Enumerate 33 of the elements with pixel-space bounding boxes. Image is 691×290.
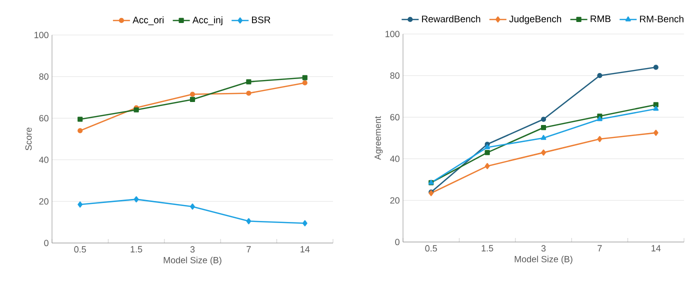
legend-label: JudgeBench: [509, 15, 562, 24]
legend-label: RMB: [590, 16, 610, 22]
y-tick-label: 100: [386, 30, 400, 38]
y-tick-label: 60: [390, 114, 400, 120]
y-tick-label: 100: [34, 32, 48, 38]
x-tick-label: 14: [300, 246, 310, 252]
y-tick-label: 80: [390, 72, 400, 79]
x-axis-title: Model Size (B): [164, 256, 222, 266]
y-tick-label: 40: [39, 156, 48, 163]
y-tick-label: 80: [39, 73, 48, 80]
legend-label: BSR: [252, 16, 270, 24]
y-tick-label: 20: [39, 198, 48, 205]
x-tick-label: 3: [190, 246, 195, 253]
x-tick-label: 0.5: [74, 246, 86, 253]
y-tick-label: 0: [44, 240, 48, 246]
x-tick-label: 3: [541, 245, 546, 252]
y-tick-label: 20: [390, 197, 400, 204]
x-axis-title: Model Size (B): [514, 256, 572, 264]
y-tick-label: 40: [390, 156, 400, 162]
x-tick-label: 1.5: [482, 245, 494, 252]
y-tick-label: 0: [395, 238, 400, 246]
x-tick-label: 0.5: [425, 245, 437, 252]
x-tick-label: 1.5: [130, 246, 142, 252]
legend-label: Acc_inj: [192, 16, 222, 26]
x-tick-label: 14: [652, 245, 661, 252]
y-axis-title: Agreement: [374, 116, 383, 160]
y-tick-label: 60: [39, 115, 48, 122]
legend-label: RewardBench: [422, 15, 480, 22]
x-tick-label: 7: [246, 246, 251, 252]
y-axis-title: Score: [25, 128, 32, 150]
x-tick-label: 7: [598, 245, 602, 252]
legend-label: RM-Bench: [640, 15, 684, 22]
legend-label: Acc_ori: [132, 16, 164, 26]
